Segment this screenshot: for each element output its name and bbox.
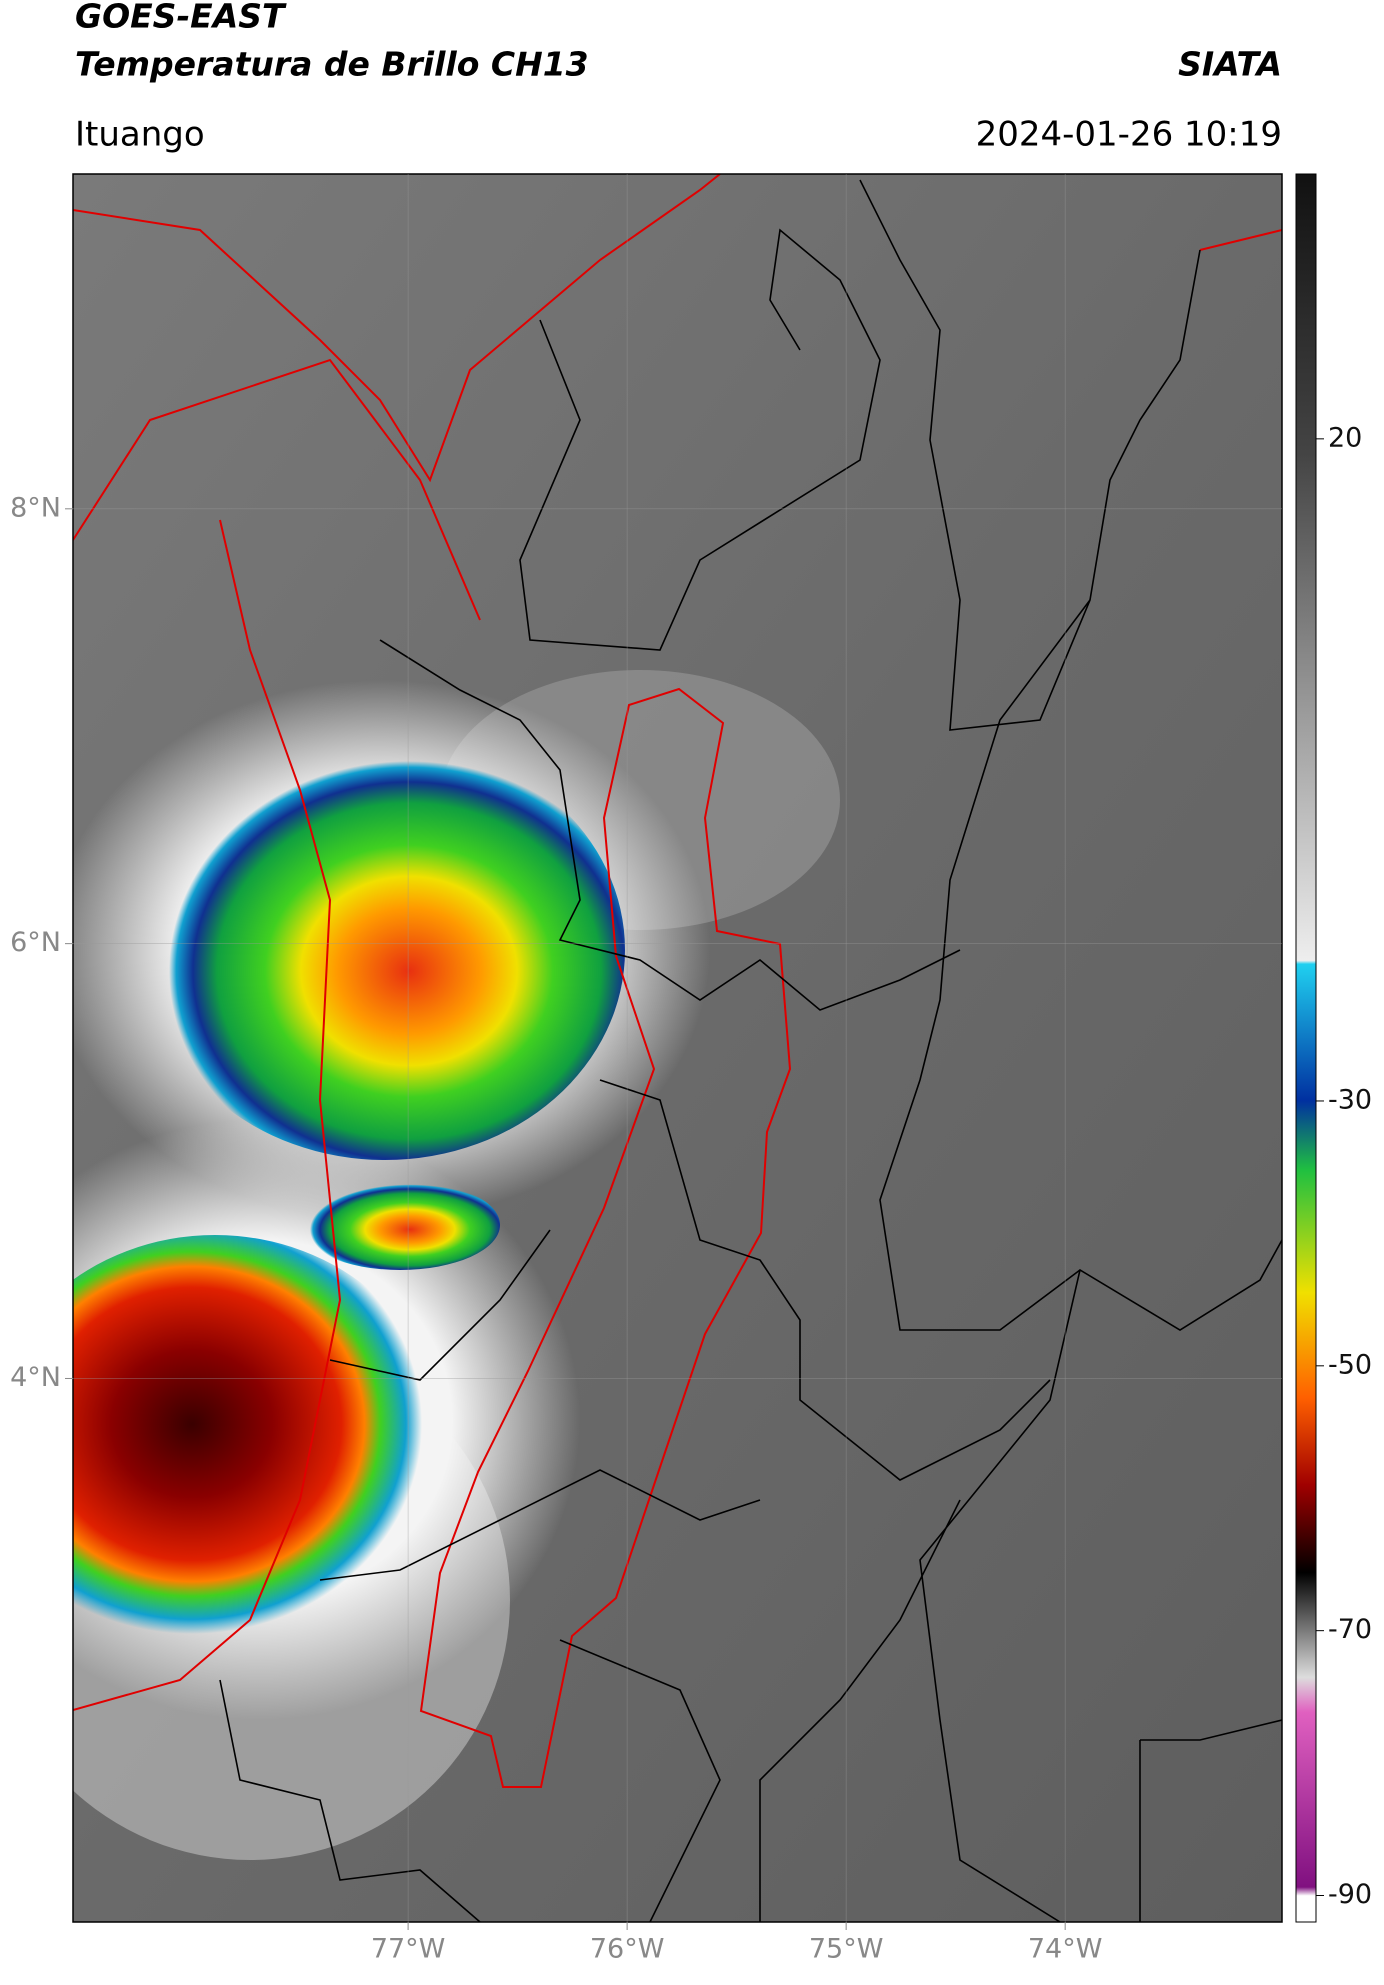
x-tick-label: 76°W bbox=[590, 1934, 665, 1965]
x-tick-label: 74°W bbox=[1028, 1934, 1103, 1965]
source: SIATA bbox=[1178, 45, 1282, 84]
map-frame bbox=[72, 173, 1283, 1923]
y-tick-label: 8°N bbox=[10, 492, 61, 523]
datetime: 2024-01-26 10:19 bbox=[976, 115, 1282, 155]
x-tick-label: 75°W bbox=[809, 1934, 884, 1965]
title: GOES-EAST bbox=[75, 0, 287, 36]
colorbar-tick-label: -50 bbox=[1328, 1349, 1372, 1380]
colorbar-tick-label: 20 bbox=[1328, 422, 1362, 453]
colorbar-tick-label: -30 bbox=[1328, 1084, 1372, 1115]
subtitle: Temperatura de Brillo CH13 bbox=[75, 45, 589, 84]
y-tick-label: 4°N bbox=[10, 1362, 61, 1393]
y-tick-label: 6°N bbox=[10, 927, 61, 958]
location: Ituango bbox=[75, 115, 205, 155]
colorbar-tick-label: -70 bbox=[1328, 1614, 1372, 1645]
x-tick-label: 77°W bbox=[371, 1934, 446, 1965]
map-image bbox=[73, 174, 1282, 1922]
colorbar-tick-label: -90 bbox=[1328, 1879, 1372, 1910]
colorbar bbox=[1295, 173, 1317, 1923]
